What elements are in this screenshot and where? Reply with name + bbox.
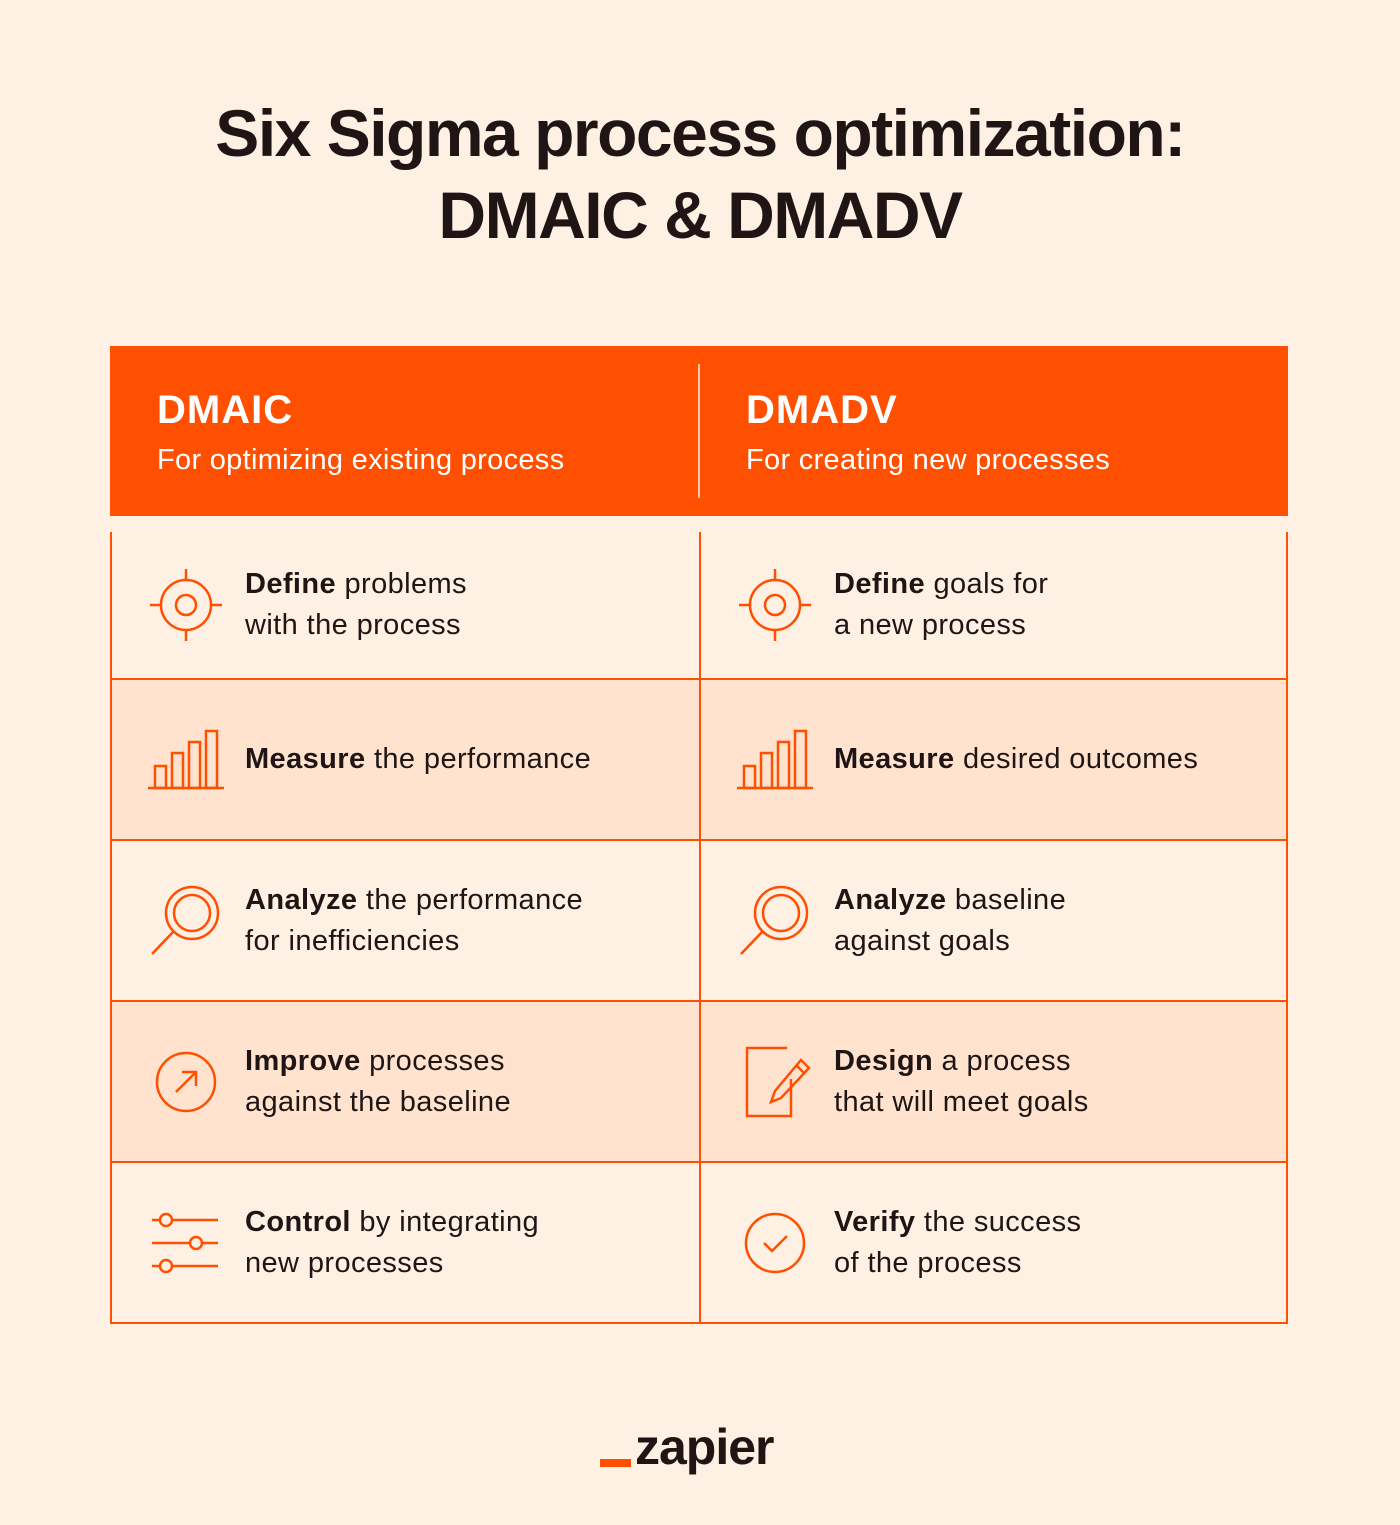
step-rest: problems: [336, 568, 467, 600]
step-rest: desired outcomes: [954, 743, 1199, 775]
step-cell: Measure the performance: [112, 680, 699, 839]
step-line2: that will meet goals: [834, 1085, 1089, 1118]
step-text: Measure desired outcomes: [834, 739, 1276, 780]
column-subtitle: For creating new processes: [746, 444, 1111, 476]
table-row: Control by integrating new processes Ver…: [112, 1161, 1286, 1322]
column-name: DMAIC: [157, 388, 294, 432]
logo-wordmark: zapier: [635, 1419, 775, 1475]
step-cell: Analyze the performance for inefficienci…: [112, 841, 699, 1000]
step-text: Control by integrating new processes: [245, 1202, 689, 1284]
magnifier-icon: [146, 881, 226, 961]
step-keyword: Verify: [834, 1205, 916, 1238]
step-rest: the performance: [357, 883, 584, 916]
title-line-2: DMAIC & DMADV: [438, 178, 963, 252]
step-cell: Define problems with the process: [112, 532, 699, 678]
step-line2: against goals: [834, 924, 1011, 957]
step-keyword: Improve: [245, 1044, 361, 1077]
step-line2: new processes: [245, 1246, 444, 1279]
header-dmadv: DMADV For creating new processes: [699, 346, 1288, 516]
step-rest: by integrating: [350, 1205, 540, 1238]
bar-chart-icon: [146, 720, 226, 800]
sliders-icon: [146, 1203, 226, 1283]
table-header: DMAIC For optimizing existing process DM…: [110, 346, 1288, 516]
bar-chart-icon: [735, 720, 815, 800]
step-text: Analyze the performance for inefficienci…: [245, 880, 689, 962]
step-text: Measure the performance: [245, 739, 689, 780]
step-cell: Control by integrating new processes: [112, 1163, 699, 1322]
step-keyword: Define: [834, 568, 926, 600]
logo-underscore: [600, 1459, 631, 1467]
magnifier-icon: [735, 881, 815, 961]
step-cell: Define goals for a new process: [699, 532, 1286, 678]
step-text: Verify the success of the process: [834, 1202, 1276, 1284]
table-row: Measure the performance Measure desired …: [112, 678, 1286, 839]
step-line2: with the process: [245, 609, 461, 641]
target-icon: [735, 565, 815, 645]
step-text: Improve processes against the baseline: [245, 1041, 689, 1123]
step-keyword: Analyze: [245, 883, 358, 916]
table-body: Define problems with the process Define …: [110, 532, 1288, 1324]
step-line2: a new process: [834, 609, 1027, 641]
step-text: Define goals for a new process: [834, 564, 1276, 646]
step-keyword: Define: [245, 568, 337, 600]
zapier-logo: zapier: [600, 1415, 775, 1475]
step-cell: Verify the success of the process: [699, 1163, 1286, 1322]
column-name: DMADV: [746, 388, 898, 432]
header-divider: [698, 364, 700, 498]
step-rest: the success: [915, 1205, 1082, 1238]
table-row: Analyze the performance for inefficienci…: [112, 839, 1286, 1000]
step-line2: for inefficiencies: [245, 924, 460, 957]
step-text: Design a process that will meet goals: [834, 1041, 1276, 1123]
page-title: Six Sigma process optimization: DMAIC & …: [0, 92, 1400, 256]
step-rest: baseline: [946, 883, 1067, 916]
step-line2: against the baseline: [245, 1085, 511, 1118]
comparison-table: DMAIC For optimizing existing process DM…: [110, 346, 1288, 1324]
step-cell: Improve processes against the baseline: [112, 1002, 699, 1161]
step-rest: a process: [933, 1044, 1071, 1077]
edit-document-icon: [735, 1042, 815, 1122]
header-dmaic: DMAIC For optimizing existing process: [110, 346, 699, 516]
step-keyword: Design: [834, 1044, 934, 1077]
step-text: Analyze baseline against goals: [834, 880, 1276, 962]
step-text: Define problems with the process: [245, 564, 689, 646]
step-keyword: Measure: [245, 743, 366, 775]
table-row: Improve processes against the baseline D…: [112, 1000, 1286, 1161]
step-cell: Measure desired outcomes: [699, 680, 1286, 839]
step-keyword: Control: [245, 1205, 351, 1238]
step-line2: of the process: [834, 1246, 1022, 1279]
check-circle-icon: [735, 1203, 815, 1283]
column-subtitle: For optimizing existing process: [157, 444, 565, 476]
step-rest: goals for: [925, 568, 1049, 600]
step-keyword: Analyze: [834, 883, 947, 916]
table-row: Define problems with the process Define …: [112, 532, 1286, 678]
target-icon: [146, 565, 226, 645]
step-cell: Analyze baseline against goals: [699, 841, 1286, 1000]
arrow-circle-icon: [146, 1042, 226, 1122]
step-keyword: Measure: [834, 743, 955, 775]
step-rest: the performance: [365, 743, 592, 775]
title-line-1: Six Sigma process optimization:: [215, 96, 1186, 170]
step-cell: Design a process that will meet goals: [699, 1002, 1286, 1161]
step-rest: processes: [360, 1044, 505, 1077]
